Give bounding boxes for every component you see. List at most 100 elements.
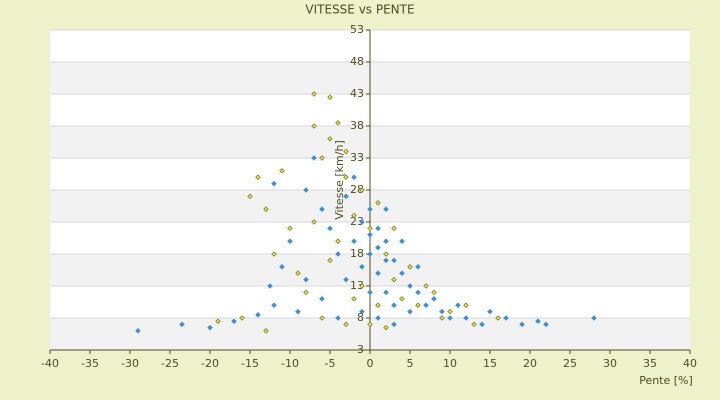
scatter-point	[303, 187, 309, 193]
scatter-point	[311, 219, 317, 225]
scatter-point	[359, 219, 365, 225]
scatter-point	[375, 270, 381, 276]
scatter-point	[303, 276, 309, 283]
scatter-point	[335, 238, 341, 244]
scatter-point	[367, 225, 373, 232]
scatter-point	[407, 308, 413, 315]
scatter-point	[463, 302, 469, 308]
y-tick-label: 33	[350, 151, 364, 164]
scatter-point	[271, 251, 277, 257]
scatter-point	[399, 238, 405, 244]
scatter-point	[415, 302, 421, 308]
scatter-point	[271, 180, 277, 187]
scatter-point	[271, 302, 277, 308]
scatter-point	[267, 283, 273, 289]
scatter-point	[311, 155, 317, 161]
scatter-point	[359, 264, 365, 270]
y-axis-title: Vitesse [km/h]	[333, 140, 346, 220]
scatter-point	[519, 321, 525, 328]
scatter-point	[383, 324, 389, 331]
scatter-point	[279, 168, 285, 174]
scatter-point	[335, 251, 341, 257]
scatter-point	[359, 187, 365, 193]
scatter-point	[343, 174, 349, 180]
y-tick-label: 3	[357, 343, 364, 356]
x-tick-label: 5	[407, 357, 414, 370]
scatter-point	[543, 321, 549, 328]
scatter-point	[335, 120, 341, 126]
scatter-point	[359, 308, 365, 315]
scatter-point	[591, 315, 597, 321]
scatter-point	[367, 206, 373, 212]
scatter-point	[343, 193, 349, 200]
scatter-point	[391, 302, 397, 308]
x-tick-label: 10	[443, 357, 457, 370]
scatter-point	[327, 225, 333, 232]
scatter-point	[503, 315, 509, 321]
scatter-point	[391, 276, 397, 283]
scatter-point	[375, 302, 381, 308]
scatter-point	[431, 289, 437, 296]
scatter-point	[351, 238, 357, 244]
scatter-point	[135, 328, 141, 334]
y-tick-label: 18	[350, 247, 364, 260]
scatter-point	[423, 283, 429, 289]
scatter-point	[311, 91, 317, 97]
scatter-point	[367, 321, 373, 328]
scatter-point	[447, 315, 453, 321]
x-tick-label: 40	[683, 357, 697, 370]
x-tick-label: 30	[603, 357, 617, 370]
scatter-point	[535, 318, 541, 324]
scatter-point	[263, 328, 269, 334]
x-tick-label: 0	[367, 357, 374, 370]
x-tick-label: -15	[241, 357, 259, 370]
scatter-point	[335, 315, 341, 321]
scatter-point	[463, 315, 469, 321]
scatter-point	[327, 136, 333, 142]
scatter-point	[279, 264, 285, 270]
x-tick-label: 20	[523, 357, 537, 370]
scatter-point	[431, 296, 437, 302]
x-tick-label: -10	[281, 357, 299, 370]
scatter-point	[319, 206, 325, 212]
scatter-point	[239, 315, 245, 321]
scatter-point	[407, 264, 413, 270]
x-axis-title: Pente [%]	[639, 374, 693, 387]
scatter-point	[423, 302, 429, 308]
scatter-point	[407, 283, 413, 289]
scatter-point	[471, 321, 477, 328]
scatter-point	[327, 257, 333, 264]
y-tick-label: 38	[350, 119, 364, 132]
x-tick-label: -5	[325, 357, 336, 370]
scatter-point	[447, 308, 453, 315]
scatter-point	[399, 270, 405, 276]
scatter-point	[383, 257, 389, 264]
scatter-point	[319, 155, 325, 161]
scatter-point	[351, 174, 357, 180]
scatter-point	[439, 315, 445, 321]
scatter-point	[207, 324, 213, 331]
scatter-point	[319, 296, 325, 302]
y-tick-label: 8	[357, 311, 364, 324]
scatter-point	[399, 296, 405, 302]
scatter-point	[383, 206, 389, 212]
y-tick-label: 48	[350, 55, 364, 68]
scatter-point	[383, 251, 389, 257]
scatter-point	[351, 296, 357, 302]
scatter-point	[295, 270, 301, 276]
scatter-point	[495, 315, 501, 321]
scatter-point	[343, 321, 349, 328]
scatter-point	[327, 94, 333, 100]
scatter-point	[343, 148, 349, 155]
scatter-point	[367, 251, 373, 257]
x-tick-label: -20	[201, 357, 219, 370]
scatter-point	[319, 315, 325, 321]
x-tick-label: 25	[563, 357, 577, 370]
y-tick-label: 23	[350, 215, 364, 228]
x-tick-label: 15	[483, 357, 497, 370]
x-tick-label: -40	[41, 357, 59, 370]
scatter-point	[359, 283, 365, 289]
x-tick-label: 35	[643, 357, 657, 370]
scatter-point	[391, 257, 397, 264]
